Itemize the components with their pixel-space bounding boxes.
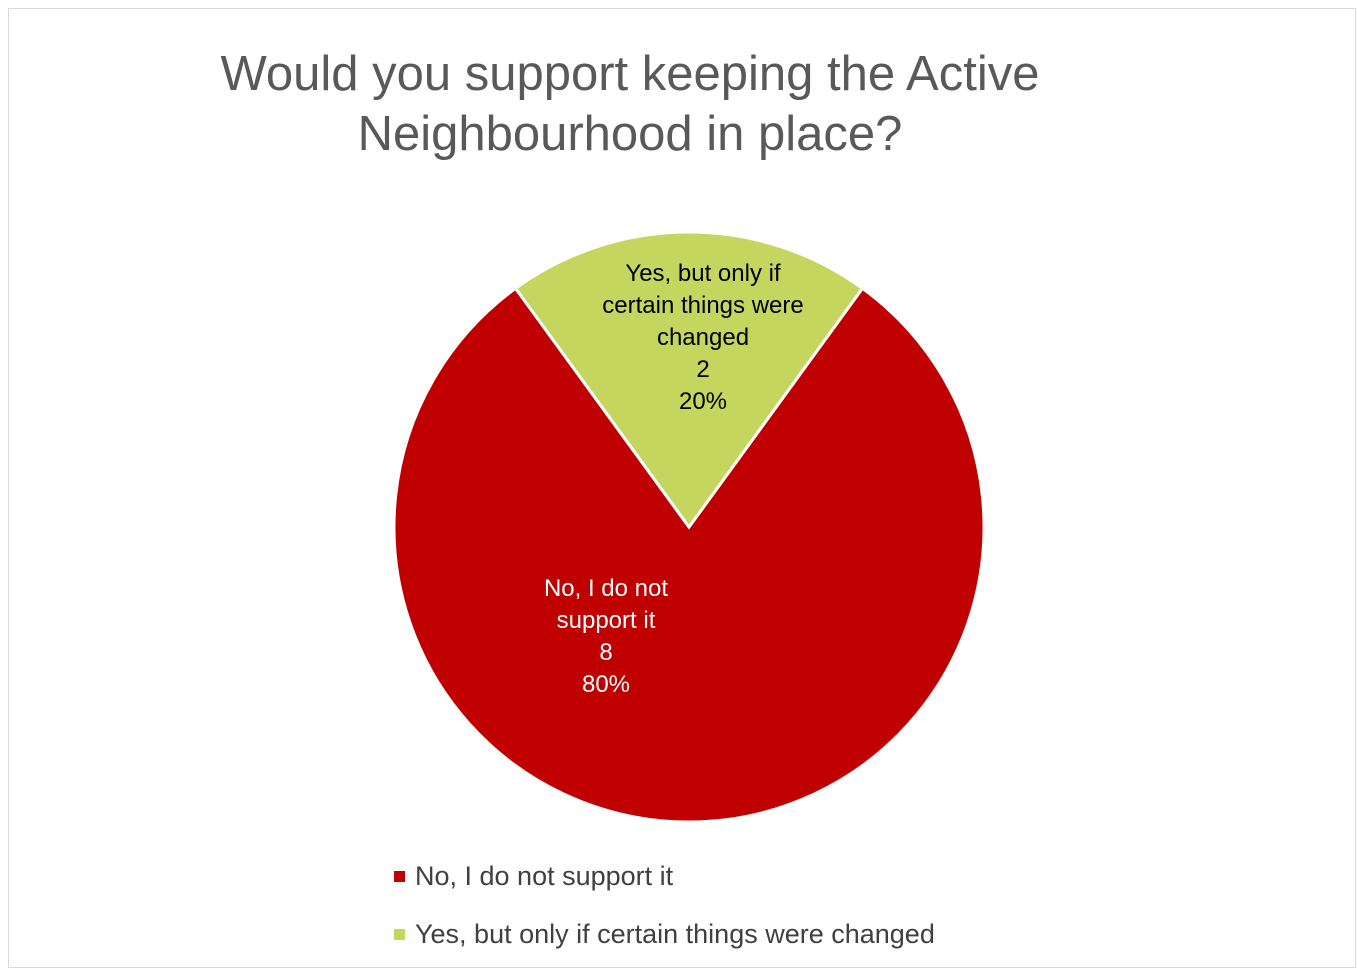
slice-label-1-line-4: 20% — [679, 388, 727, 415]
slice-label-0-line-0: No, I do not — [544, 575, 668, 602]
legend-swatch-no — [394, 870, 405, 882]
slice-label-0-line-1: support it — [557, 607, 656, 634]
chart-title: Would you support keeping the Active Nei… — [0, 44, 1260, 164]
slice-label-1: Yes, but only if certain things were chang… — [602, 260, 803, 415]
slice-label-1-line-1: certain things were — [602, 292, 803, 319]
pie-slice-1 — [513, 230, 865, 530]
slice-label-0-line-3: 80% — [582, 671, 630, 698]
slice-label-1-line-2: changed — [657, 324, 749, 351]
legend: No, I do not support it Yes, but only if… — [394, 856, 935, 972]
legend-label-no: No, I do not support it — [415, 860, 674, 891]
slice-label-1-line-0: Yes, but only if — [625, 260, 781, 287]
slice-label-0: No, I do not support it 8 80% — [544, 575, 668, 698]
legend-label-yes: Yes, but only if certain things were cha… — [415, 918, 935, 949]
legend-swatch-yes — [394, 928, 405, 940]
slice-label-1-line-3: 2 — [696, 356, 709, 383]
chart-title-line-1: Would you support keeping the Active — [220, 47, 1040, 101]
pie-slice-0 — [392, 286, 986, 824]
legend-item-yes: Yes, but only if certain things were cha… — [394, 914, 935, 954]
legend-item-no: No, I do not support it — [394, 856, 935, 896]
chart-title-line-2: Neighbourhood in place? — [357, 107, 903, 161]
slice-label-0-line-2: 8 — [599, 639, 612, 666]
